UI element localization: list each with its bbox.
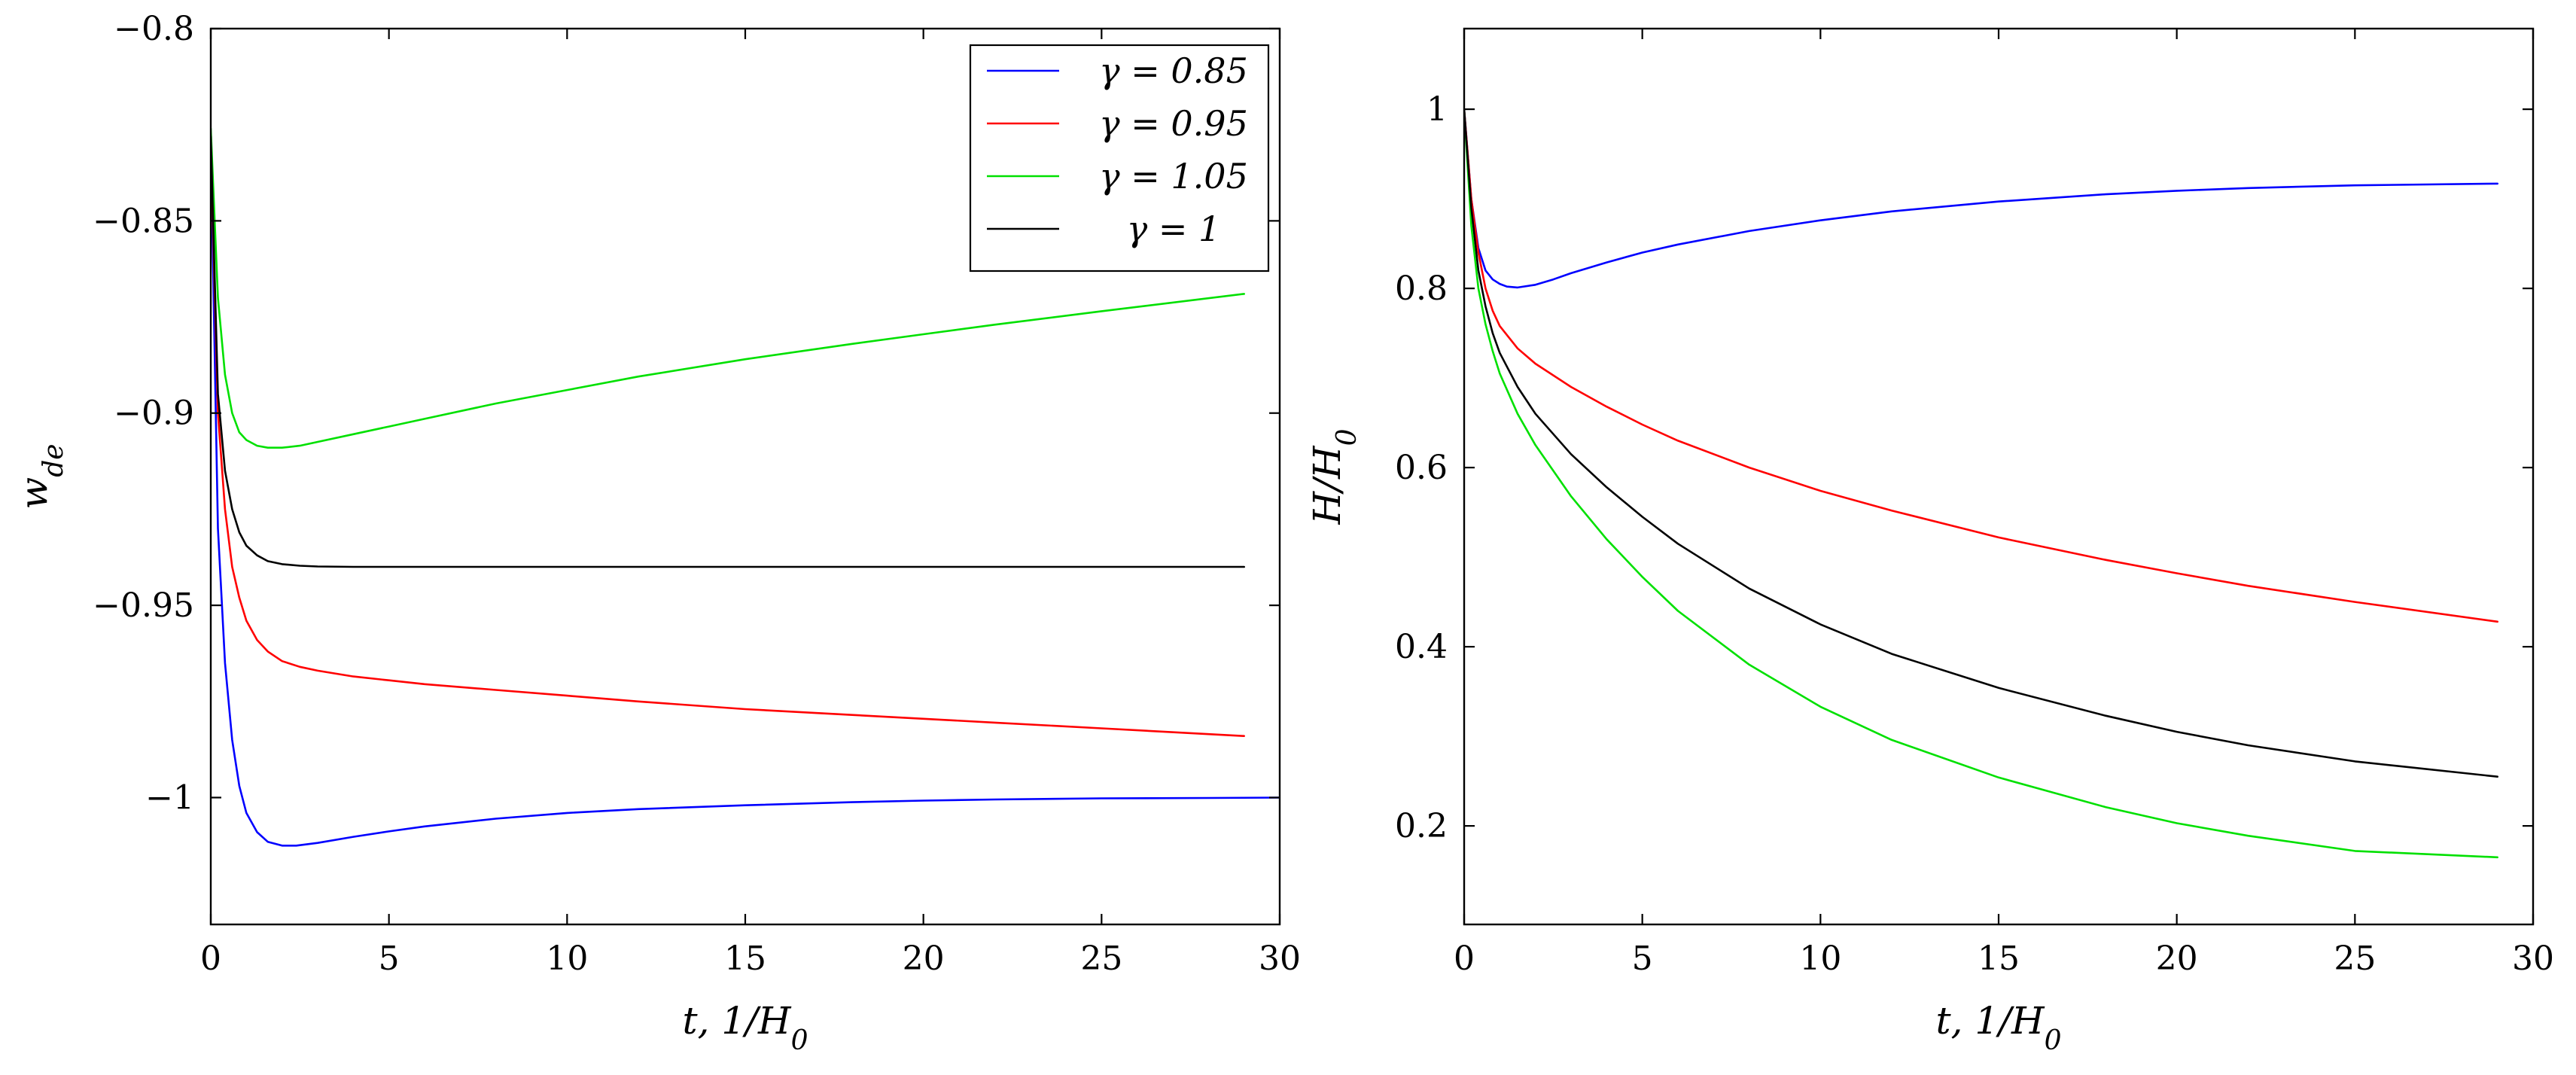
left-series-group (211, 127, 1280, 847)
right-y-tick-label: 0.6 (1395, 449, 1448, 487)
legend-entry-1: γ = 0.95 (1099, 103, 1248, 144)
left-x-tick-label: 10 (546, 939, 588, 978)
left-y-tick-label: −1 (145, 778, 194, 817)
right-x-tick-label: 0 (1454, 939, 1475, 978)
left-series-line-2 (211, 127, 1245, 449)
left-y-tick-label: −0.95 (93, 586, 194, 625)
right-x-tick-label: 15 (1978, 939, 2020, 978)
left-x-axis-label-subscript: 0 (791, 1025, 808, 1056)
right-x-tick-label: 10 (1799, 939, 1841, 978)
right-y-tick-label: 0.4 (1395, 628, 1448, 666)
left-x-axis-label-text: t, 1/H (682, 999, 792, 1043)
right-series-line-2 (1464, 108, 2498, 859)
left-x-tick-label: 5 (379, 939, 400, 978)
legend-entry-3: γ = 1 (1127, 209, 1221, 249)
left-x-tick-label: 20 (903, 939, 945, 978)
right-plot-frame (1463, 27, 2535, 926)
right-y-tick-label: 0.8 (1395, 270, 1448, 308)
left-x-axis-label: t, 1/H0 (682, 999, 808, 1056)
right-x-tick-label: 30 (2512, 939, 2554, 978)
left-series-line-0 (211, 142, 1280, 847)
legend-entry-0: γ = 0.85 (1099, 50, 1248, 91)
left-y-tick-label: −0.85 (93, 202, 194, 240)
left-series-line-1 (211, 142, 1245, 738)
left-series-line-3 (211, 135, 1245, 568)
right-x-tick-label: 25 (2334, 939, 2376, 978)
right-x-axis-label: t, 1/H0 (1935, 999, 2061, 1056)
right-y-axis-label-text: H/H (1305, 445, 1349, 525)
left-chart: 0 5 10 15 20 25 30−0.8−0.85−0.9−0.95−1t, 1/H0w… (12, 10, 1301, 1056)
left-x-tick-label: 25 (1080, 939, 1122, 978)
legend: γ = 0.85 γ = 0.95 γ = 1.05 γ = 1 (969, 44, 1270, 273)
left-y-axis-label-text: w (12, 477, 56, 510)
left-y-axis-label: wde (12, 443, 69, 509)
right-y-axis-label: H/H0 (1305, 429, 1363, 525)
left-x-tick-label: 30 (1259, 939, 1301, 978)
right-x-tick-label: 5 (1632, 939, 1653, 978)
left-y-axis-label-subscript: de (38, 443, 69, 477)
right-series-line-3 (1464, 108, 2498, 778)
right-series-group (1464, 108, 2498, 859)
legend-entry-2: γ = 1.05 (1099, 156, 1248, 196)
left-y-tick-label: −0.8 (114, 10, 194, 48)
right-x-axis-label-text: t, 1/H (1935, 999, 2045, 1043)
right-y-tick-label: 0.2 (1395, 807, 1448, 845)
left-x-tick-label: 0 (200, 939, 221, 978)
right-series-line-1 (1464, 108, 2498, 623)
left-x-tick-label: 15 (724, 939, 766, 978)
right-x-tick-label: 20 (2156, 939, 2198, 978)
right-series-line-0 (1464, 108, 2498, 289)
legend-box (969, 44, 1270, 273)
right-y-axis-label-subscript: 0 (1332, 429, 1363, 446)
left-y-tick-label: −0.9 (114, 394, 194, 433)
right-x-axis-label-subscript: 0 (2045, 1025, 2062, 1056)
right-y-tick-label: 1 (1427, 90, 1448, 129)
